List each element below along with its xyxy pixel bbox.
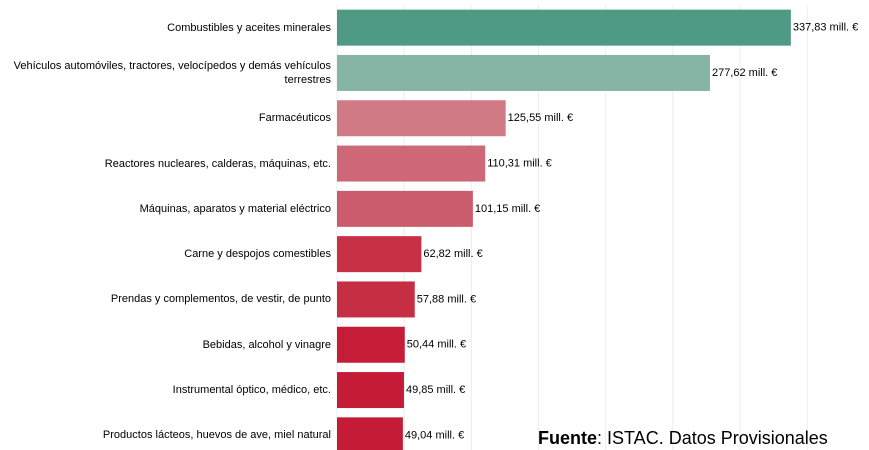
source-note: Fuente: ISTAC. Datos Provisionales	[538, 428, 828, 449]
value-label: 277,62 mill. €	[712, 67, 777, 79]
source-label: Fuente	[538, 428, 598, 448]
value-label: 125,55 mill. €	[508, 112, 573, 124]
value-label: 110,31 mill. €	[487, 157, 552, 169]
bar	[337, 190, 473, 227]
category-label: Instrumental óptico, médico, etc.	[172, 384, 331, 397]
bar	[337, 236, 422, 273]
value-label: 49,85 mill. €	[406, 384, 465, 396]
category-label: Máquinas, aparatos y material eléctrico	[139, 202, 331, 215]
category-label: Carne y despojos comestibles	[184, 248, 331, 261]
bar	[337, 100, 506, 137]
bar	[337, 9, 791, 46]
source-text: : ISTAC. Datos Provisionales	[597, 428, 828, 448]
value-label: 57,88 mill. €	[417, 293, 476, 305]
category-label: Prendas y complementos, de vestir, de pu…	[110, 293, 331, 306]
category-label: Productos lácteos, huevos de ave, miel n…	[102, 429, 331, 442]
bar	[337, 417, 403, 450]
category-label: Vehículos automóviles, tractores, velocí…	[13, 59, 331, 86]
category-label: Reactores nucleares, calderas, máquinas,…	[104, 157, 331, 170]
value-label: 101,15 mill. €	[475, 203, 540, 215]
bar	[337, 326, 405, 363]
category-label: Farmacéuticos	[258, 112, 331, 125]
value-label: 62,82 mill. €	[423, 248, 482, 260]
value-label: 337,83 mill. €	[793, 22, 858, 34]
value-label: 50,44 mill. €	[407, 339, 466, 351]
bar	[337, 372, 404, 409]
bar	[337, 145, 486, 182]
value-label: 49,04 mill. €	[405, 429, 464, 441]
bar	[337, 281, 415, 318]
category-label: Bebidas, alcohol y vinagre	[202, 338, 331, 351]
category-label: Combustibles y aceites minerales	[167, 21, 331, 34]
bar	[337, 54, 710, 91]
